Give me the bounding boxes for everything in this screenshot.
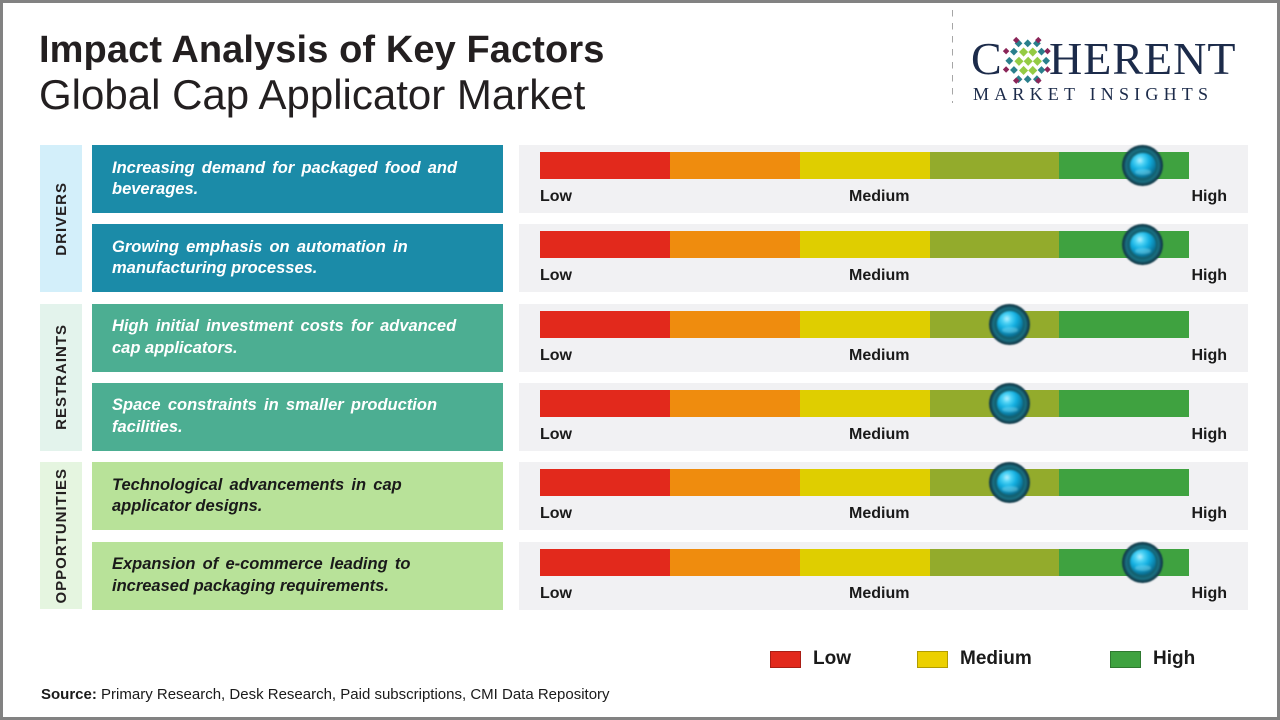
svg-text:HERENT: HERENT [1049, 33, 1236, 84]
svg-text:C: C [971, 33, 1003, 84]
svg-text:MARKET INSIGHTS: MARKET INSIGHTS [973, 84, 1213, 104]
